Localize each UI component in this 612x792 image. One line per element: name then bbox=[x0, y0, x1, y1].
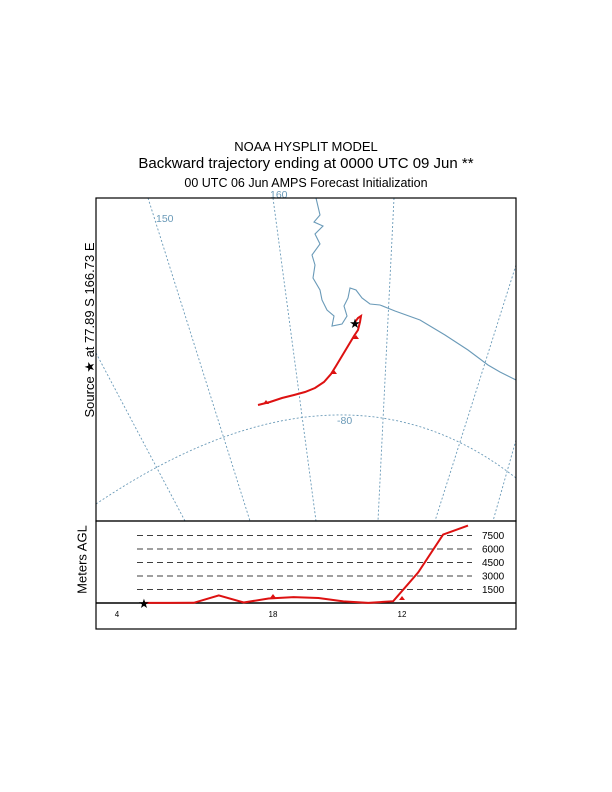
source-star-icon: ★ bbox=[138, 596, 150, 611]
x-tick-label: 4 bbox=[115, 610, 120, 619]
latitude-label-80: -80 bbox=[337, 415, 352, 427]
y-tick-label: 7500 bbox=[482, 531, 505, 542]
trajectory-marker bbox=[353, 335, 359, 339]
trajectory-marker bbox=[399, 596, 405, 600]
model-title: NOAA HYSPLIT MODEL bbox=[234, 139, 378, 154]
y-tick-label: 4500 bbox=[482, 558, 505, 569]
meridian-line bbox=[377, 198, 395, 521]
map-frame bbox=[95, 197, 517, 522]
trajectory-height-line bbox=[144, 524, 469, 604]
source-location-label: Source ★ at 77.89 S 166.73 E bbox=[82, 242, 97, 418]
meridian-line bbox=[434, 264, 516, 521]
agl-guide-lines bbox=[137, 535, 472, 590]
y-axis-label: Meters AGL bbox=[74, 525, 90, 594]
latitude-circle bbox=[96, 414, 516, 505]
agl-frame bbox=[95, 520, 517, 630]
graticule bbox=[96, 198, 516, 521]
source-star-icon: ★ bbox=[349, 316, 361, 331]
trajectory-line bbox=[257, 313, 363, 406]
trajectory-map-path: ★ bbox=[257, 313, 363, 406]
meridian-line bbox=[147, 198, 251, 521]
map-panel bbox=[96, 198, 516, 521]
initialization-subtitle: 00 UTC 06 Jun AMPS Forecast Initializati… bbox=[184, 176, 428, 190]
meridian-line bbox=[96, 352, 186, 521]
longitude-label-160: 160 bbox=[270, 189, 288, 201]
meridian-line bbox=[272, 198, 317, 521]
trajectory-marker bbox=[270, 594, 276, 598]
meridian-line bbox=[492, 439, 516, 521]
trajectory-title: Backward trajectory ending at 0000 UTC 0… bbox=[138, 155, 474, 172]
y-tick-label: 3000 bbox=[482, 572, 505, 583]
trajectory-marker bbox=[263, 400, 269, 404]
coastline bbox=[311, 198, 516, 381]
x-tick-label: 18 bbox=[269, 610, 278, 619]
y-tick-label: 6000 bbox=[482, 545, 505, 556]
y-tick-label: 1500 bbox=[482, 585, 505, 596]
x-tick-label: 12 bbox=[398, 610, 407, 619]
trajectory-marker bbox=[331, 370, 337, 374]
longitude-label-150: 150 bbox=[156, 213, 174, 225]
